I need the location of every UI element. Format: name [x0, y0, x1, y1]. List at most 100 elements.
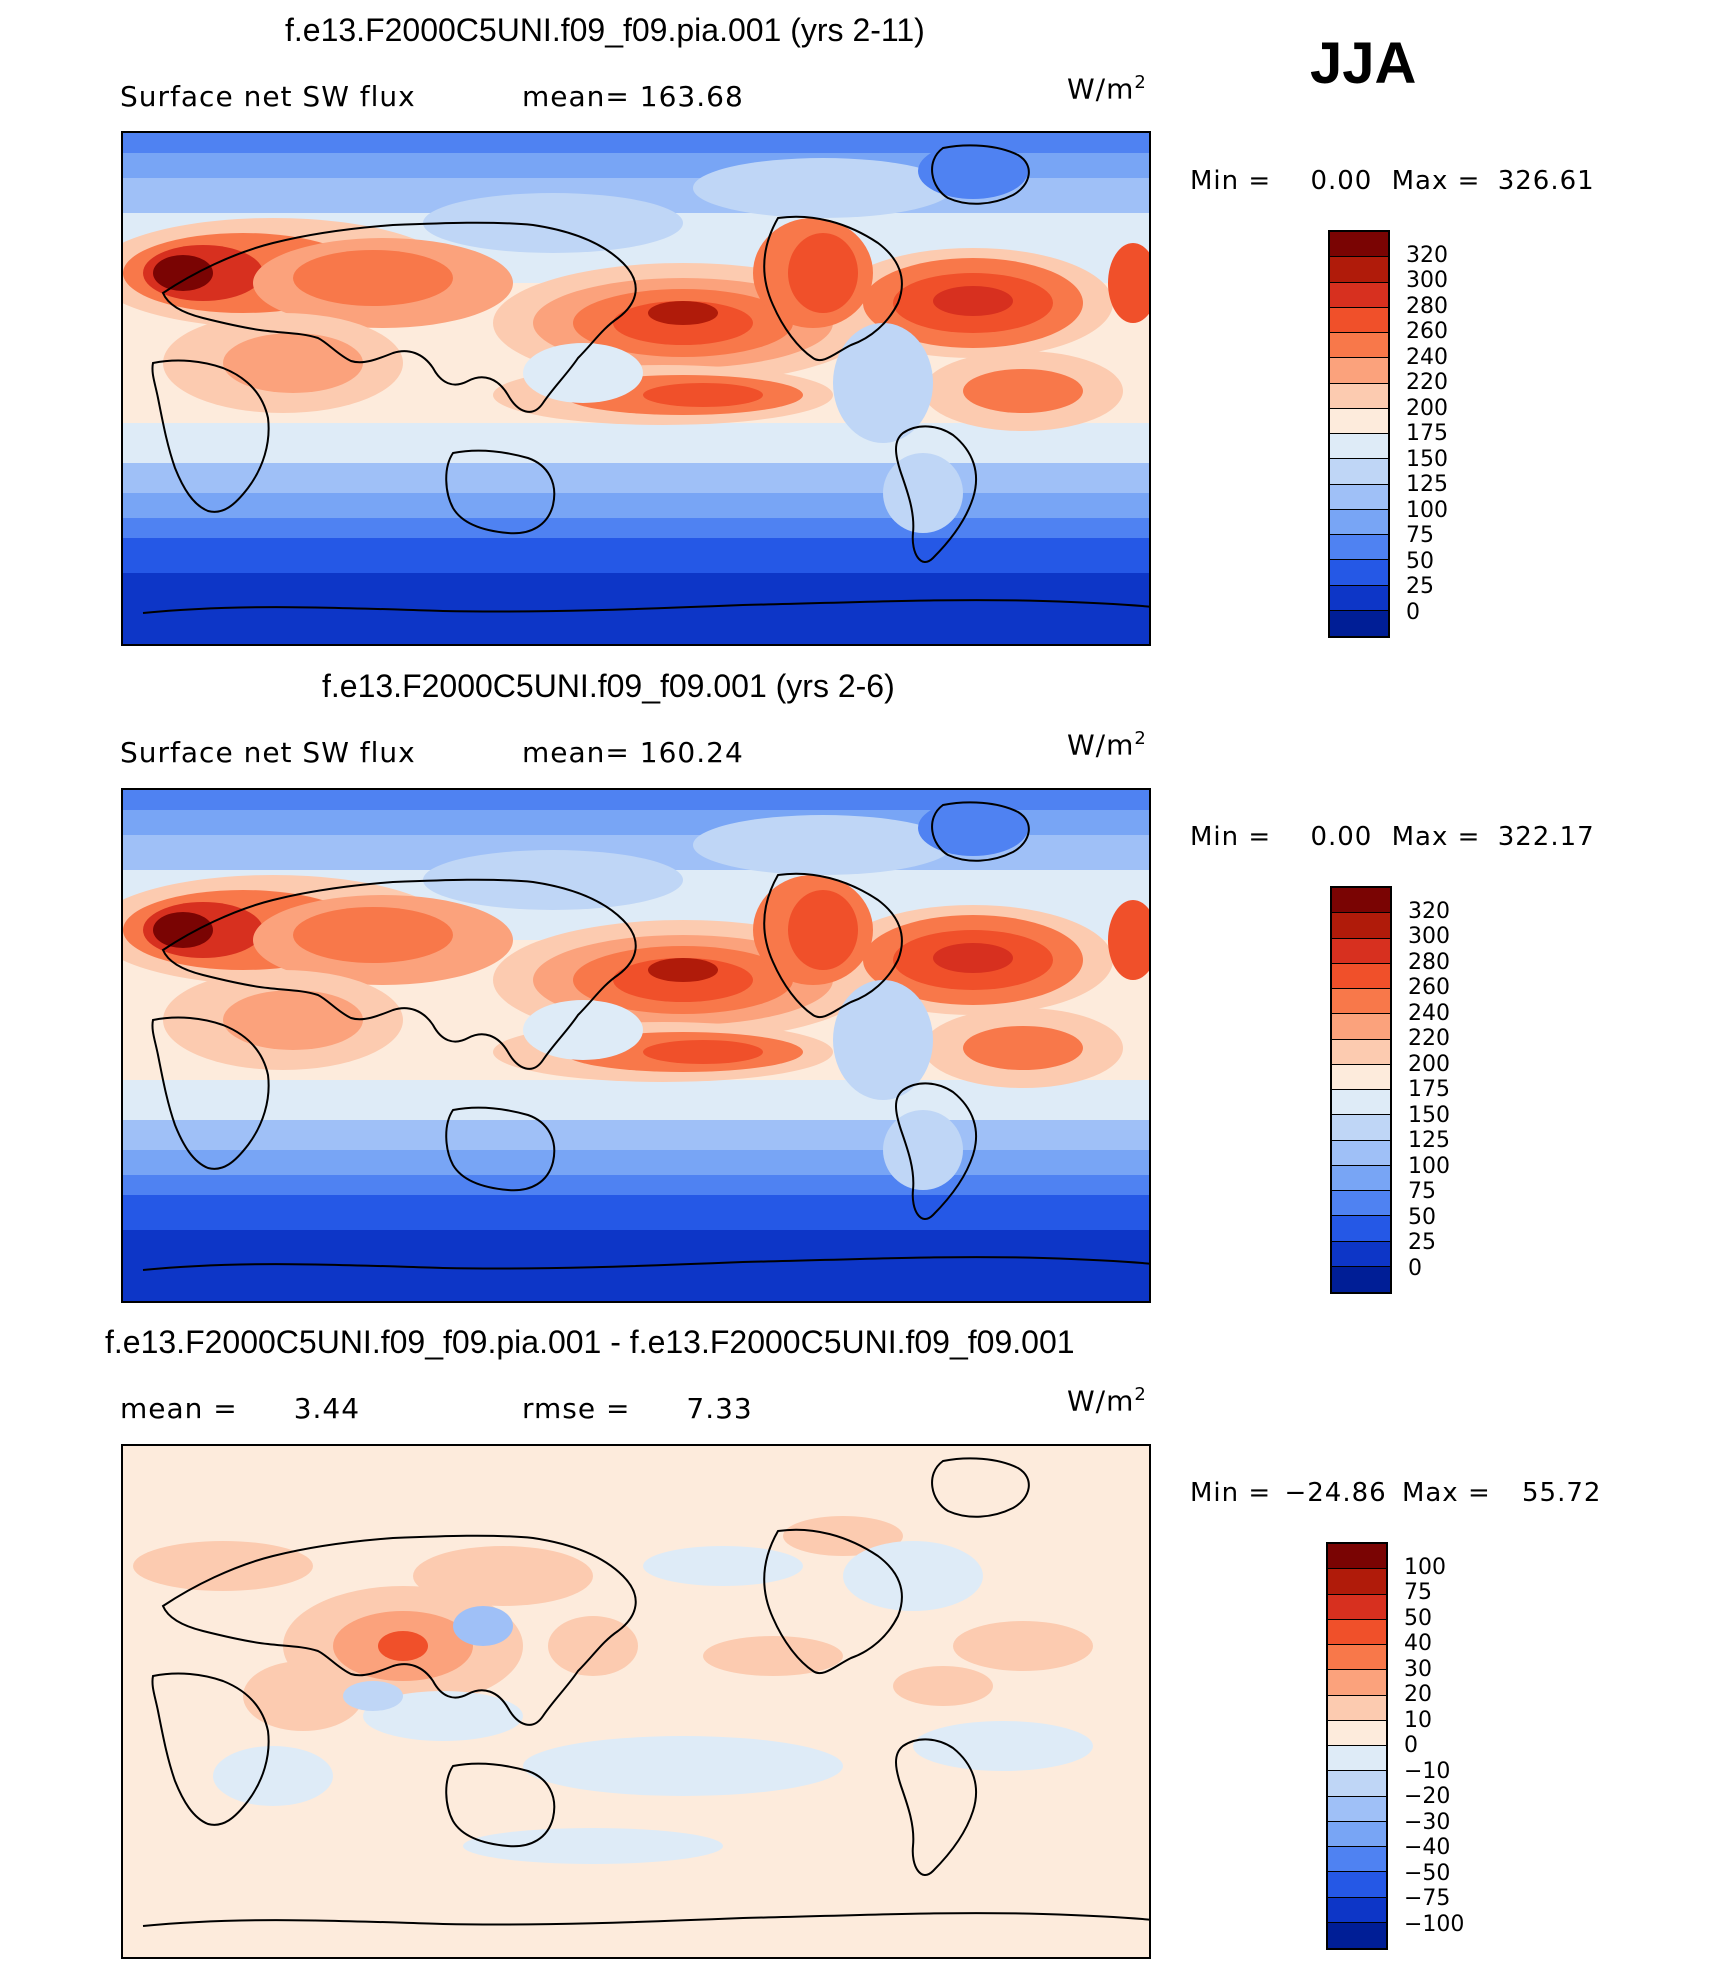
- field-contour: [413, 1546, 593, 1606]
- field-contour: [1108, 243, 1149, 323]
- panel3-map-canvas: [123, 1446, 1149, 1957]
- colorbar-swatch: [1330, 232, 1388, 258]
- coastline: [763, 872, 903, 1019]
- panel3-units: W/m2: [1067, 1384, 1147, 1417]
- colorbar-tick-label: 320: [1406, 242, 1448, 268]
- colorbar-tick-label: 75: [1408, 1179, 1436, 1204]
- colorbar-swatch: [1332, 1064, 1390, 1090]
- panel1-variable: Surface net SW flux: [120, 80, 416, 113]
- panel1-units: W/m2: [1067, 72, 1147, 105]
- colorbar-tick-label: 260: [1406, 319, 1448, 344]
- colorbar-swatch: [1332, 989, 1390, 1015]
- colorbar-swatch: [1330, 610, 1388, 636]
- colorbar-tick-label: 20: [1404, 1682, 1432, 1707]
- field-contour: [1108, 900, 1149, 980]
- field-contour: [843, 1541, 983, 1611]
- colorbar-tick-label: −50: [1404, 1860, 1451, 1886]
- panel3-min-label: Min =: [1190, 1478, 1272, 1508]
- colorbar-swatch: [1332, 1140, 1390, 1166]
- colorbar-tick-label: −10: [1404, 1758, 1451, 1784]
- panel1-colorbar: [1328, 230, 1390, 638]
- colorbar-tick-label: −100: [1404, 1911, 1465, 1937]
- field-contour: [463, 1828, 723, 1864]
- coastline: [931, 801, 1030, 862]
- colorbar-swatch: [1330, 358, 1388, 384]
- colorbar-tick-label: 25: [1408, 1230, 1436, 1255]
- colorbar-tick-label: 50: [1408, 1204, 1436, 1230]
- colorbar-tick-label: −20: [1404, 1784, 1451, 1809]
- panel1-mean: mean= 163.68: [522, 80, 744, 113]
- colorbar-tick-label: 100: [1404, 1554, 1446, 1580]
- colorbar-swatch: [1330, 383, 1388, 409]
- coastline: [142, 599, 1149, 614]
- panel1-units-text: W/m: [1067, 72, 1135, 106]
- colorbar-swatch: [1330, 434, 1388, 460]
- colorbar-swatch: [1330, 257, 1388, 283]
- panel1-mean-value: 163.68: [639, 80, 744, 113]
- colorbar-swatch: [1332, 1014, 1390, 1040]
- colorbar-tick-label: 320: [1408, 898, 1450, 924]
- panel1-min-label: Min =: [1190, 166, 1272, 196]
- field-contour: [523, 1000, 643, 1060]
- panel3-units-text: W/m: [1067, 1384, 1135, 1418]
- panel3-map: [121, 1444, 1151, 1959]
- coastline: [931, 1457, 1030, 1518]
- colorbar-tick-label: 30: [1404, 1656, 1432, 1682]
- lat-band: [123, 463, 1149, 493]
- field-contour: [913, 1721, 1093, 1771]
- panel1-units-sup: 2: [1134, 72, 1147, 93]
- field-contour: [703, 1636, 843, 1676]
- colorbar-swatch: [1332, 1241, 1390, 1267]
- colorbar-swatch: [1328, 1645, 1386, 1671]
- colorbar-tick-label: 300: [1408, 924, 1450, 949]
- colorbar-tick-label: 175: [1406, 421, 1448, 446]
- field-contour: [453, 1606, 513, 1646]
- panel1-title: f.e13.F2000C5UNI.f09_f09.pia.001 (yrs 2-…: [285, 12, 925, 48]
- colorbar-tick-label: 40: [1404, 1631, 1432, 1656]
- field-contour: [963, 369, 1083, 413]
- colorbar-swatch: [1328, 1720, 1386, 1746]
- colorbar-swatch: [1332, 963, 1390, 989]
- colorbar-tick-label: 200: [1408, 1051, 1450, 1077]
- colorbar-swatch: [1328, 1594, 1386, 1620]
- field-contour: [963, 1026, 1083, 1070]
- colorbar-tick-label: 175: [1408, 1077, 1450, 1102]
- field-contour: [548, 1616, 638, 1676]
- colorbar-swatch: [1330, 282, 1388, 308]
- colorbar-swatch: [1332, 1191, 1390, 1217]
- panel3-title: f.e13.F2000C5UNI.f09_f09.pia.001 - f.e13…: [105, 1324, 1075, 1360]
- lat-band: [123, 1120, 1149, 1150]
- panel1-map-canvas: [123, 133, 1149, 644]
- panel3-minmax: Min = −24.86 Max = 55.72: [1190, 1478, 1601, 1508]
- coastline: [445, 1762, 556, 1848]
- panel2-max-value: 322.17: [1497, 822, 1595, 852]
- panel2-units-sup: 2: [1134, 728, 1147, 749]
- lat-band: [123, 423, 1149, 463]
- field-contour: [953, 1621, 1093, 1671]
- field-contour: [933, 286, 1013, 316]
- colorbar-swatch: [1328, 1771, 1386, 1797]
- colorbar-swatch: [1328, 1569, 1386, 1595]
- panel2-variable: Surface net SW flux: [120, 736, 416, 769]
- panel3-colorbar: [1326, 1542, 1388, 1950]
- colorbar-tick-label: 220: [1406, 370, 1448, 395]
- panel3-min-value: −24.86: [1284, 1478, 1387, 1508]
- panel3-max-label: Max =: [1401, 1478, 1491, 1508]
- lat-band: [123, 133, 1149, 153]
- colorbar-swatch: [1332, 938, 1390, 964]
- field-contour: [423, 193, 683, 253]
- coastline: [161, 1534, 637, 1726]
- coastline: [931, 144, 1030, 205]
- season-label: JJA: [1310, 31, 1417, 96]
- lat-band: [123, 518, 1149, 538]
- colorbar-swatch: [1330, 307, 1388, 333]
- colorbar-tick-label: 0: [1408, 1255, 1422, 1281]
- colorbar-swatch: [1332, 1090, 1390, 1116]
- colorbar-tick-label: −30: [1404, 1809, 1451, 1835]
- field-contour: [133, 1541, 313, 1591]
- panel2-mean-value: 160.24: [639, 736, 744, 769]
- panel2-min-value: 0.00: [1310, 822, 1373, 852]
- lat-band: [123, 553, 1149, 573]
- colorbar-tick-label: 0: [1404, 1733, 1418, 1758]
- field-contour: [293, 250, 453, 306]
